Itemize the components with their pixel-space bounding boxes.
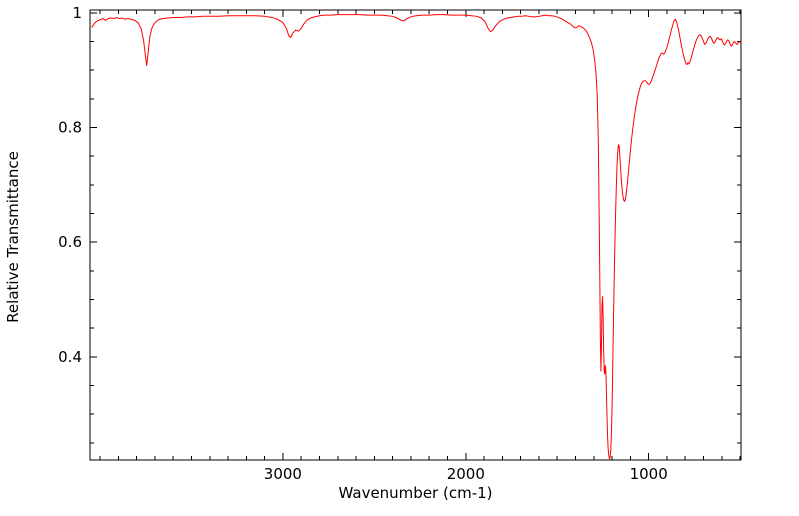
x-axis-label: Wavenumber (cm-1) (338, 484, 493, 502)
y-tick-label: 0.6 (58, 233, 82, 251)
spectrum-line (91, 14, 741, 460)
x-tick-label: 2000 (447, 465, 485, 483)
y-tick-label: 1 (72, 4, 82, 22)
y-axis-label: Relative Transmittance (4, 151, 22, 323)
tick-labels: 3000 2000 1000 1 0.8 0.6 0.4 (58, 4, 668, 483)
x-tick-label: 1000 (630, 465, 668, 483)
axis-ticks (90, 10, 741, 460)
y-tick-label: 0.8 (58, 119, 82, 137)
plot-frame (89, 9, 742, 461)
x-tick-label: 3000 (264, 465, 302, 483)
y-tick-label: 0.4 (58, 348, 82, 366)
